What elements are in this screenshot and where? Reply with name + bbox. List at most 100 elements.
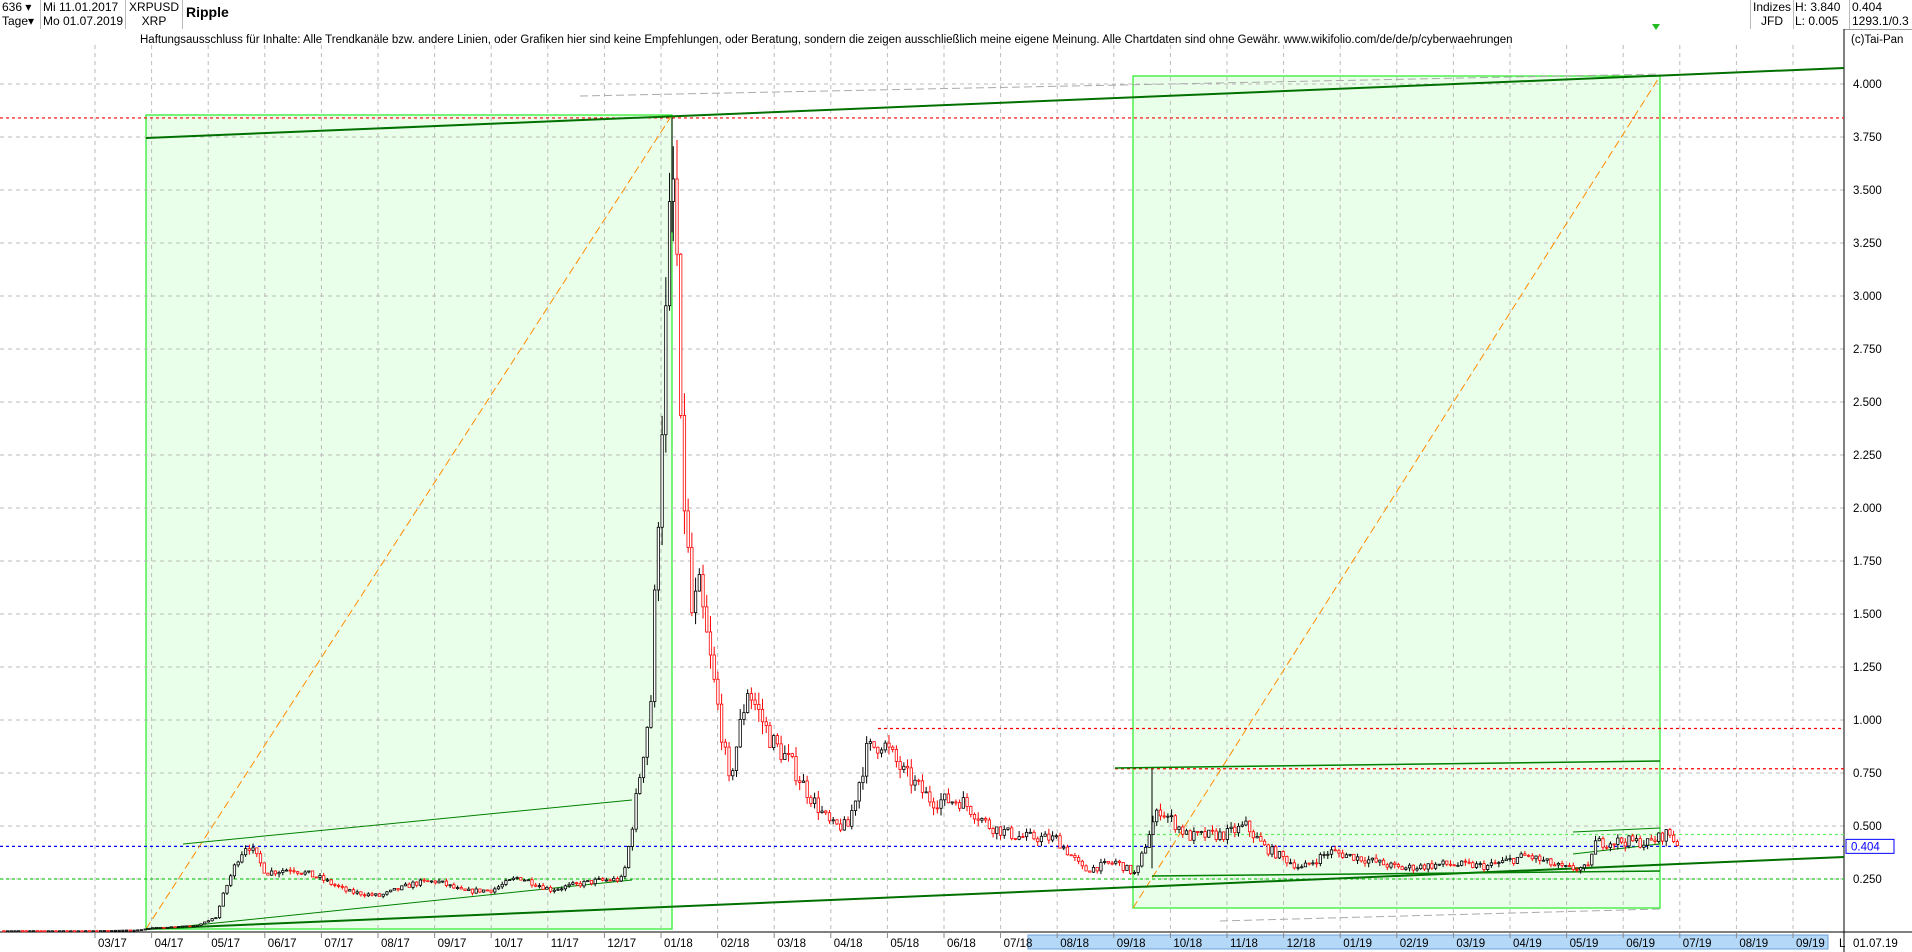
candle <box>928 791 932 803</box>
candle <box>1560 863 1564 866</box>
candle <box>1608 843 1613 848</box>
y-tick-label: 0.250 <box>1853 874 1882 886</box>
candle <box>1143 846 1148 854</box>
candle <box>1251 831 1256 839</box>
bars-selector[interactable]: 636 ▾ Tage▾ <box>0 0 41 29</box>
candle <box>58 930 62 933</box>
candle <box>244 848 248 856</box>
candle <box>601 878 605 881</box>
candle <box>266 872 270 876</box>
candle <box>482 889 486 893</box>
candle <box>396 888 400 891</box>
candle <box>340 885 344 888</box>
candle <box>578 883 582 887</box>
candle <box>924 791 928 794</box>
candle <box>660 434 664 528</box>
candle <box>574 882 579 885</box>
candle <box>125 929 129 932</box>
candle <box>199 923 203 926</box>
candle <box>1500 860 1505 863</box>
x-tick-label: 12/18 <box>1287 938 1316 950</box>
candle <box>972 814 977 820</box>
last-price: 0.404 <box>1852 0 1883 14</box>
candle <box>258 853 263 864</box>
candle <box>586 880 590 882</box>
x-tick-label: 09/19 <box>1796 938 1825 950</box>
candle <box>656 526 660 591</box>
candle <box>1489 862 1494 866</box>
candle <box>493 888 497 893</box>
candle <box>1538 855 1542 861</box>
candle <box>448 884 452 887</box>
date-range[interactable]: Mi 11.01.2017 Mo 01.07.2019 <box>41 0 126 29</box>
candle <box>727 746 731 777</box>
candle <box>1348 853 1352 856</box>
x-tick-label: 06/18 <box>947 938 976 950</box>
candle <box>1415 868 1419 871</box>
candle <box>1363 860 1367 864</box>
candle <box>593 878 597 885</box>
x-tick-label: 06/17 <box>268 938 297 950</box>
candle <box>296 871 300 874</box>
candle <box>1419 864 1423 870</box>
candle <box>1407 864 1412 869</box>
candle <box>775 735 779 745</box>
candle <box>1597 838 1601 842</box>
start-date[interactable]: Mi 11.01.2017 <box>43 0 119 14</box>
candle <box>976 818 980 821</box>
candle <box>1281 851 1285 857</box>
candle <box>712 654 716 680</box>
candle <box>1039 835 1044 843</box>
candle <box>20 930 25 933</box>
candle <box>1288 862 1293 865</box>
candle <box>407 883 411 888</box>
candle <box>783 753 787 760</box>
candle <box>132 929 136 932</box>
candle <box>1248 820 1252 833</box>
trend-line-lower <box>145 856 1845 930</box>
bars-count: 636 <box>2 0 23 14</box>
candle <box>203 921 207 925</box>
candle <box>1631 835 1635 842</box>
candle <box>1497 862 1501 864</box>
candle <box>441 880 445 883</box>
candle <box>675 178 679 255</box>
candle <box>1274 846 1278 859</box>
candle <box>1660 832 1665 842</box>
candle <box>511 877 515 880</box>
extra-info: 1293.1/0.3 <box>1852 14 1909 28</box>
channel-line <box>157 879 633 930</box>
candle <box>1545 858 1549 861</box>
candle <box>1649 838 1653 841</box>
projection-diagonal <box>1132 75 1661 909</box>
candle <box>325 879 330 882</box>
candle <box>162 926 166 929</box>
x-tick-label: 04/19 <box>1513 938 1542 950</box>
y-tick-label: 3.500 <box>1853 185 1882 197</box>
candle <box>1463 860 1467 863</box>
helper-line <box>1219 908 1661 922</box>
candle <box>444 880 449 886</box>
candle <box>1530 855 1534 860</box>
candle <box>1244 820 1248 826</box>
end-date[interactable]: Mo 01.07.2019 <box>43 14 124 28</box>
trend-line-upper <box>145 67 1845 139</box>
copyright-text: (c)Tai-Pan <box>1851 34 1904 46</box>
candle <box>188 925 192 928</box>
candle <box>13 930 17 933</box>
candle <box>191 925 196 928</box>
candle <box>1117 860 1122 863</box>
candle <box>1672 834 1676 843</box>
candle <box>1642 844 1646 848</box>
candle <box>336 884 341 887</box>
candle <box>76 930 80 933</box>
candle <box>84 930 88 933</box>
candle <box>348 889 352 892</box>
candle <box>1616 837 1620 845</box>
candle <box>1519 853 1523 858</box>
x-tick-label: 10/17 <box>494 938 523 950</box>
period-selector[interactable]: Tage <box>2 14 29 28</box>
x-tick-label: 01/19 <box>1343 938 1372 950</box>
candle <box>954 801 958 804</box>
